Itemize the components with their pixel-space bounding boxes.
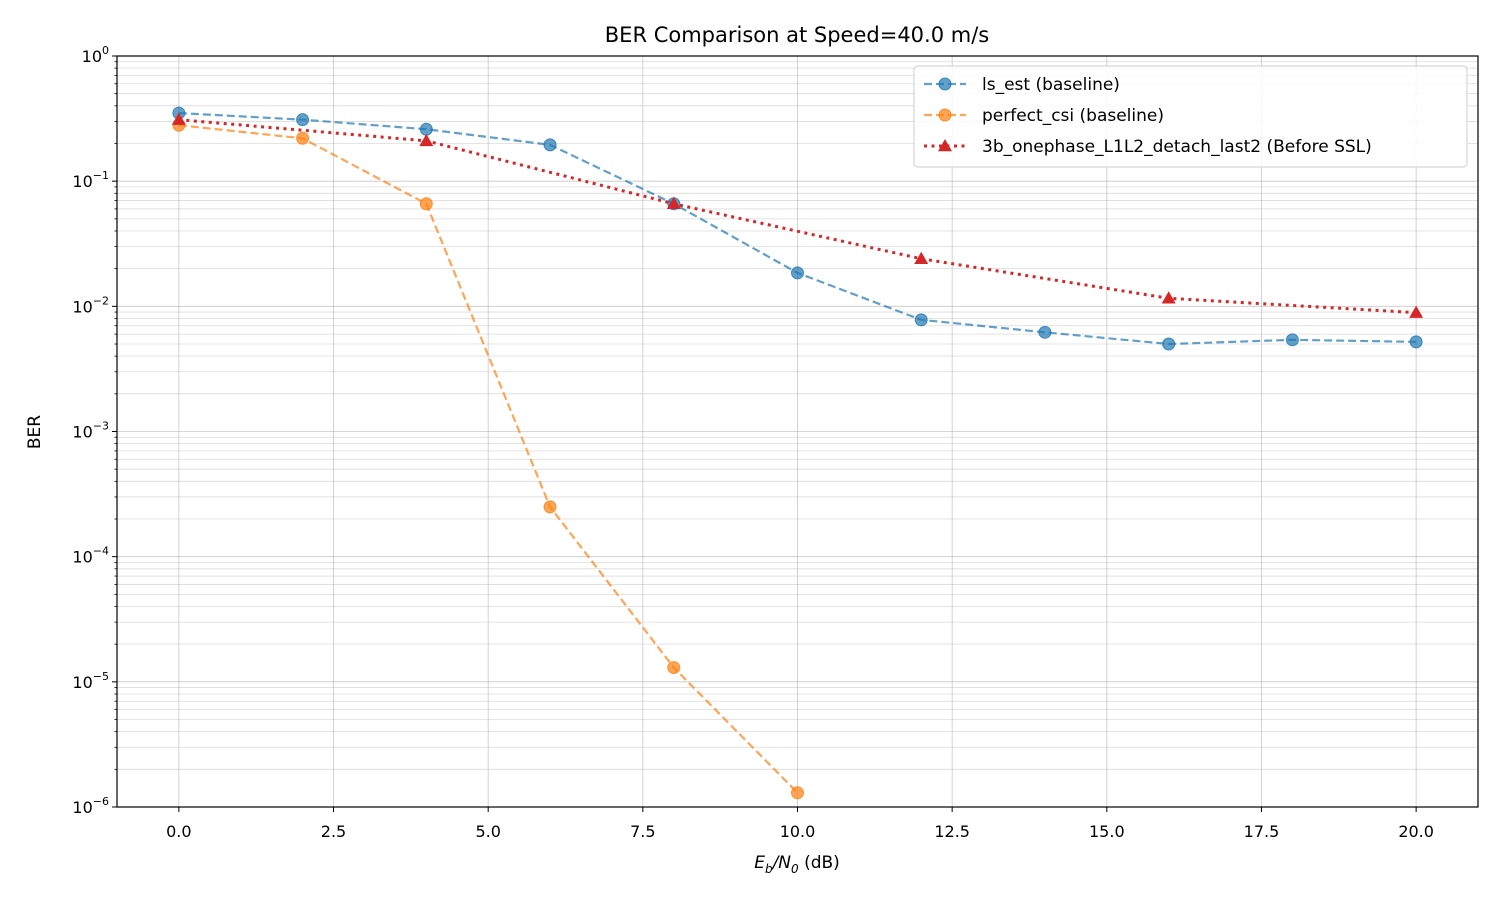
y-tick-label: 10−3	[72, 420, 109, 442]
y-tick-label: 100	[82, 44, 109, 66]
legend-marker	[938, 77, 952, 91]
y-tick-exponent: −5	[93, 670, 109, 683]
series-1	[172, 118, 804, 800]
y-tick-label: 10−5	[72, 670, 109, 692]
y-tick-exponent: −6	[93, 795, 109, 808]
data-point	[667, 661, 681, 675]
x-label-n: /N	[771, 853, 792, 873]
data-point	[791, 266, 804, 280]
x-tick-label: 7.5	[630, 822, 655, 841]
y-tick-base: 10	[72, 423, 92, 442]
series-layer	[171, 106, 1424, 800]
y-tick-base: 10	[72, 172, 92, 191]
data-point	[791, 786, 804, 800]
y-tick-label: 10−2	[72, 294, 109, 316]
series-line	[178, 118, 1417, 315]
x-label-sub-b: b	[765, 862, 773, 876]
y-tick-base: 10	[72, 297, 92, 316]
data-point	[914, 313, 928, 327]
y-tick-exponent: −4	[93, 545, 109, 558]
chart-title: BER Comparison at Speed=40.0 m/s	[605, 23, 989, 47]
legend: ls_est (baseline) perfect_csi (baseline) 3…	[913, 65, 1468, 168]
data-point	[1409, 305, 1424, 318]
data-point	[419, 133, 434, 147]
y-tick-base: 10	[72, 798, 92, 817]
data-point	[1038, 325, 1052, 339]
data-point	[1161, 291, 1176, 304]
data-point	[296, 131, 310, 145]
data-point	[296, 113, 310, 127]
data-point	[543, 500, 557, 514]
legend-label: ls_est (baseline)	[982, 75, 1120, 95]
y-tick-exponent: 0	[102, 44, 109, 57]
data-point	[543, 138, 557, 152]
x-tick-label: 17.5	[1244, 822, 1280, 841]
y-tick-label: 10−6	[72, 795, 109, 817]
series-line	[178, 124, 799, 794]
data-point	[171, 112, 186, 125]
x-axis-label: Eb/N0 (dB)	[754, 853, 840, 876]
x-label-e: E	[754, 853, 765, 873]
y-tick-base: 10	[82, 47, 102, 66]
y-tick-label: 10−1	[72, 169, 109, 191]
x-tick-label: 20.0	[1398, 822, 1434, 841]
y-tick-exponent: −1	[93, 169, 109, 182]
y-tick-exponent: −2	[93, 294, 109, 307]
x-tick-label: 12.5	[934, 822, 970, 841]
data-point	[666, 196, 681, 210]
x-label-sub-0: 0	[791, 862, 799, 876]
x-tick-label: 10.0	[780, 822, 816, 841]
data-point	[1409, 335, 1423, 349]
data-point	[419, 122, 433, 136]
x-tick-label: 2.5	[321, 822, 346, 841]
x-tick-label: 0.0	[166, 822, 191, 841]
x-tick-label: 15.0	[1089, 822, 1125, 841]
y-tick-label: 10−4	[72, 545, 109, 567]
data-point	[419, 197, 433, 211]
data-point	[1285, 333, 1299, 347]
y-tick-exponent: −3	[93, 420, 109, 433]
legend-label: 3b_onephase_L1L2_detach_last2 (Before SS…	[982, 137, 1372, 157]
legend-marker	[938, 139, 952, 152]
y-axis-label: BER	[25, 415, 45, 449]
y-tick-base: 10	[72, 673, 92, 692]
data-point	[914, 251, 929, 264]
data-point	[1162, 337, 1176, 351]
series-2	[171, 112, 1424, 318]
legend-label: perfect_csi (baseline)	[982, 106, 1164, 126]
y-tick-base: 10	[72, 548, 92, 567]
legend-box	[913, 65, 1468, 168]
x-label-unit: (dB)	[799, 853, 840, 873]
x-tick-label: 5.0	[475, 822, 500, 841]
legend-marker	[938, 108, 952, 122]
